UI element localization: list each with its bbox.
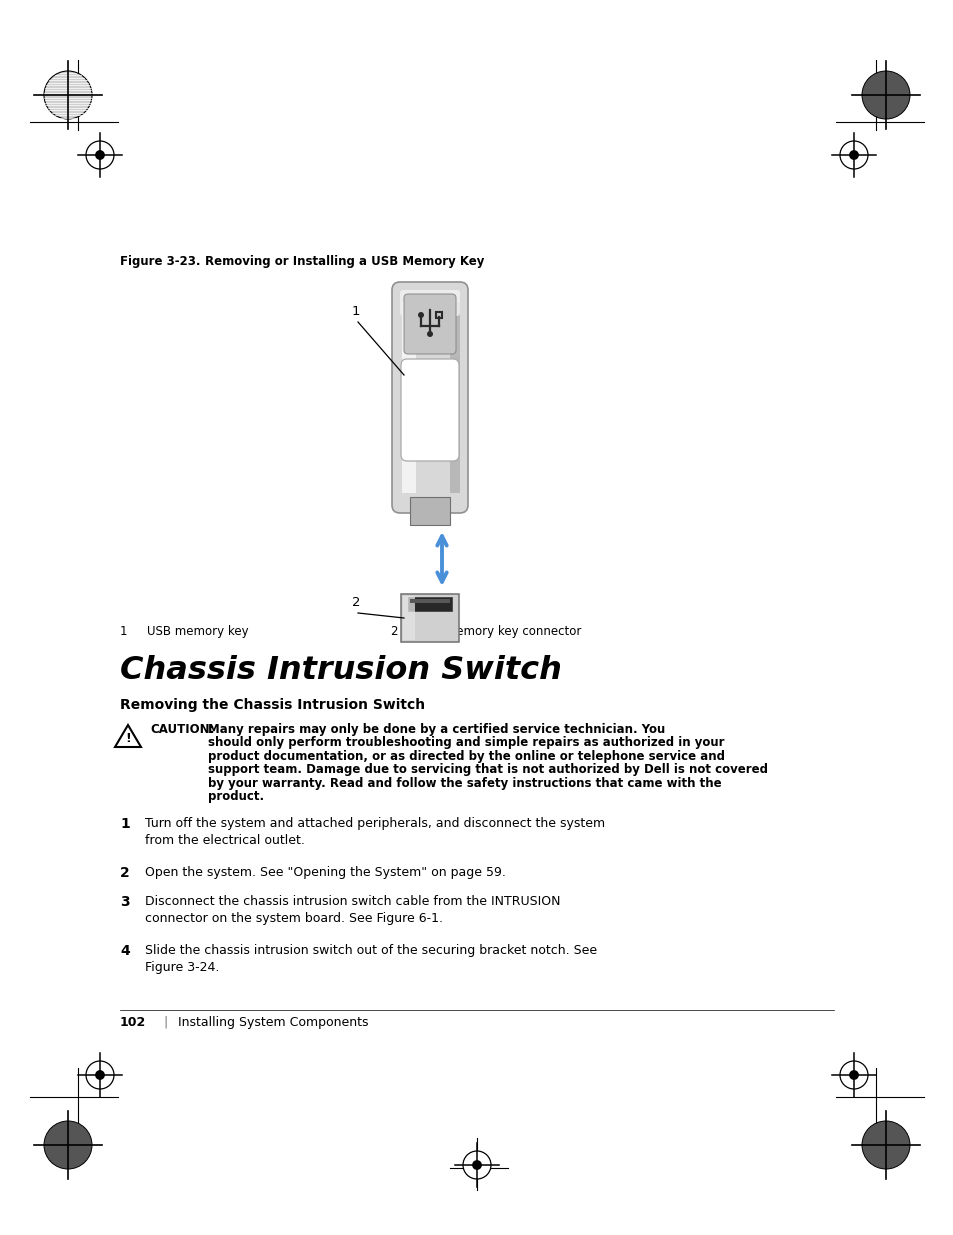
Text: 4: 4 [120, 944, 130, 958]
Circle shape [862, 1121, 909, 1170]
FancyBboxPatch shape [399, 290, 459, 316]
Text: |: | [163, 1016, 167, 1029]
Text: Turn off the system and attached peripherals, and disconnect the system
from the: Turn off the system and attached periphe… [145, 818, 604, 847]
Text: USB memory key: USB memory key [147, 625, 249, 638]
Circle shape [417, 312, 423, 317]
Text: USB memory key connector: USB memory key connector [416, 625, 580, 638]
Text: 2: 2 [120, 866, 130, 881]
Circle shape [86, 141, 113, 169]
Text: 2: 2 [352, 597, 360, 609]
Text: Slide the chassis intrusion switch out of the securing bracket notch. See
Figure: Slide the chassis intrusion switch out o… [145, 944, 597, 974]
Circle shape [840, 141, 867, 169]
Bar [401, 303, 416, 493]
Text: 2: 2 [390, 625, 397, 638]
Text: support team. Damage due to servicing that is not authorized by Dell is not cove: support team. Damage due to servicing th… [208, 763, 767, 777]
Circle shape [95, 1070, 105, 1079]
Text: Removing or Installing a USB Memory Key: Removing or Installing a USB Memory Key [205, 254, 484, 268]
Circle shape [848, 1070, 858, 1079]
Circle shape [848, 151, 858, 159]
Text: Figure 3-23.: Figure 3-23. [120, 254, 200, 268]
Circle shape [862, 70, 909, 119]
Circle shape [840, 1061, 867, 1089]
Circle shape [44, 70, 91, 119]
Text: Chassis Intrusion Switch: Chassis Intrusion Switch [120, 655, 561, 685]
Bar [415, 499, 444, 524]
Text: 1: 1 [352, 305, 360, 317]
Text: product documentation, or as directed by the online or telephone service and: product documentation, or as directed by… [208, 750, 724, 763]
FancyBboxPatch shape [403, 294, 456, 354]
Bar [436, 312, 441, 317]
Text: 1: 1 [120, 625, 128, 638]
Text: by your warranty. Read and follow the safety instructions that came with the: by your warranty. Read and follow the sa… [208, 777, 720, 790]
Bar [410, 496, 450, 525]
Bar [408, 597, 452, 611]
Bar [410, 599, 450, 603]
Text: !: ! [125, 732, 131, 746]
Circle shape [86, 1061, 113, 1089]
Text: CAUTION:: CAUTION: [150, 722, 214, 736]
Circle shape [472, 1160, 481, 1170]
FancyBboxPatch shape [400, 359, 458, 461]
Text: Disconnect the chassis intrusion switch cable from the INTRUSION
connector on th: Disconnect the chassis intrusion switch … [145, 895, 560, 925]
Text: product.: product. [208, 790, 264, 804]
Text: Many repairs may only be done by a certified service technician. You: Many repairs may only be done by a certi… [208, 722, 664, 736]
Text: Removing the Chassis Intrusion Switch: Removing the Chassis Intrusion Switch [120, 698, 425, 713]
Circle shape [95, 151, 105, 159]
Text: 3: 3 [120, 895, 130, 909]
FancyBboxPatch shape [392, 282, 468, 513]
Text: 102: 102 [120, 1016, 146, 1029]
Text: Installing System Components: Installing System Components [178, 1016, 368, 1029]
FancyBboxPatch shape [400, 594, 458, 642]
Circle shape [462, 1151, 491, 1179]
Circle shape [427, 331, 433, 337]
Text: should only perform troubleshooting and simple repairs as authorized in your: should only perform troubleshooting and … [208, 736, 723, 750]
Circle shape [44, 1121, 91, 1170]
Text: 1: 1 [120, 818, 130, 831]
Bar [450, 303, 459, 493]
Text: Open the system. See "Opening the System" on page 59.: Open the system. See "Opening the System… [145, 866, 505, 879]
Bar [402, 597, 415, 640]
